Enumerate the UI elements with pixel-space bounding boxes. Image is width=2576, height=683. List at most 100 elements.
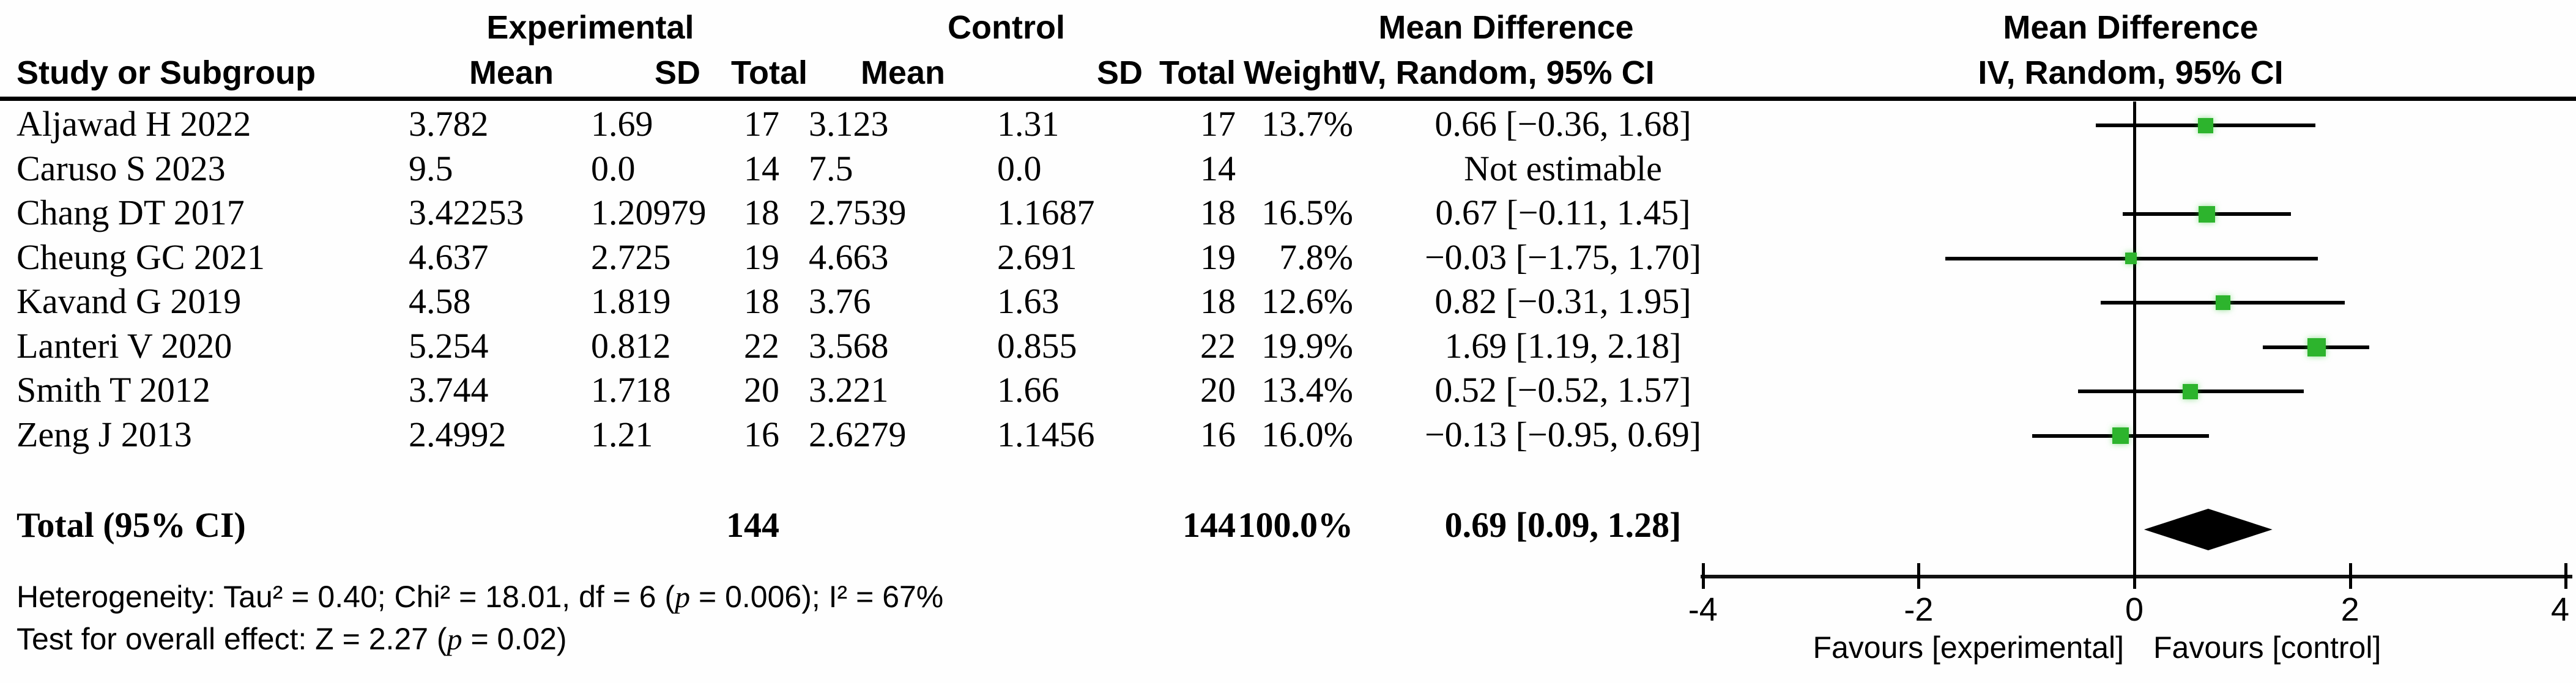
axis-tick bbox=[1917, 563, 1921, 589]
exp-sd: 1.20979 bbox=[591, 193, 707, 232]
ctl-mean: 3.221 bbox=[809, 370, 889, 410]
overall-effect-text-2: = 0.02) bbox=[462, 622, 567, 656]
weight: 13.4% bbox=[1261, 370, 1353, 410]
header-underline bbox=[0, 97, 2576, 101]
ctl-sd: 1.1456 bbox=[997, 414, 1095, 454]
ctl-total: 19 bbox=[1200, 237, 1236, 277]
ctl-mean: 7.5 bbox=[809, 148, 853, 188]
overall-effect-note: Test for overall effect: Z = 2.27 (p = 0… bbox=[17, 621, 567, 660]
exp-mean: 3.782 bbox=[409, 104, 489, 144]
ci-text: 0.82 [−0.31, 1.95] bbox=[1435, 281, 1691, 321]
study-row: Smith T 2012 3.744 1.718 20 3.221 1.66 20 13.4%… bbox=[0, 369, 1743, 413]
exp-total: 22 bbox=[744, 325, 779, 366]
ctl-mean: 2.6279 bbox=[809, 414, 907, 454]
exp-mean: 4.58 bbox=[409, 281, 471, 321]
header-exp-sd: SD bbox=[654, 54, 700, 91]
ctl-sd: 1.63 bbox=[997, 281, 1060, 321]
header-exp-mean: Mean bbox=[469, 54, 554, 91]
axis-tick bbox=[2133, 563, 2136, 589]
header-exp-total: Total bbox=[731, 54, 807, 91]
ctl-sd: 1.66 bbox=[997, 370, 1060, 410]
exp-mean: 4.637 bbox=[409, 237, 489, 277]
favours-control-label: Favours [control] bbox=[2153, 630, 2381, 665]
exp-total: 17 bbox=[744, 104, 779, 144]
ctl-sd: 1.31 bbox=[997, 104, 1060, 144]
header-group-mean-difference-plot: Mean Difference bbox=[2003, 9, 2259, 46]
exp-total: 18 bbox=[744, 193, 779, 232]
header-study: Study or Subgroup bbox=[17, 54, 316, 91]
axis-tick bbox=[2564, 563, 2568, 589]
axis-tick-label: 0 bbox=[2125, 591, 2144, 628]
effect-square bbox=[2198, 205, 2215, 223]
ctl-total: 18 bbox=[1200, 281, 1236, 321]
exp-mean: 3.42253 bbox=[409, 193, 524, 232]
study-name: Chang DT 2017 bbox=[17, 193, 245, 232]
study-row: Kavand G 2019 4.58 1.819 18 3.76 1.63 18 12.6% 0… bbox=[0, 281, 1743, 325]
effect-square bbox=[2197, 117, 2213, 133]
weight: 19.9% bbox=[1261, 325, 1353, 366]
axis-tick-label: 4 bbox=[2550, 591, 2570, 628]
ci-text: 0.67 [−0.11, 1.45] bbox=[1435, 193, 1691, 232]
ctl-sd: 2.691 bbox=[997, 237, 1077, 277]
exp-sd: 2.725 bbox=[591, 237, 671, 277]
total-label: Total (95% CI) bbox=[17, 505, 246, 545]
study-name: Kavand G 2019 bbox=[17, 281, 242, 321]
axis-tick-label: -2 bbox=[1904, 591, 1934, 628]
exp-mean: 3.744 bbox=[409, 370, 489, 410]
header-ctl-sd: SD bbox=[1096, 54, 1143, 91]
study-row: Aljawad H 2022 3.782 1.69 17 3.123 1.31 17 13.7… bbox=[0, 103, 1743, 147]
exp-total: 14 bbox=[744, 148, 779, 188]
exp-sd: 1.69 bbox=[591, 104, 653, 144]
zero-line bbox=[2133, 102, 2136, 577]
exp-sd: 1.21 bbox=[591, 414, 653, 454]
ci-text: −0.03 [−1.75, 1.70] bbox=[1424, 237, 1702, 277]
diamond-shape bbox=[2144, 509, 2273, 550]
header-method-plot: IV, Random, 95% CI bbox=[1978, 54, 2284, 91]
effect-square bbox=[2125, 253, 2137, 264]
ci-text: −0.13 [−0.95, 0.69] bbox=[1424, 414, 1702, 454]
ctl-mean: 2.7539 bbox=[809, 193, 907, 232]
ctl-total: 18 bbox=[1200, 193, 1236, 232]
weight: 12.6% bbox=[1261, 281, 1353, 321]
axis-line bbox=[1701, 575, 2572, 578]
study-row: Caruso S 2023 9.5 0.0 14 7.5 0.0 14 Not estimab… bbox=[0, 148, 1743, 192]
ctl-total: 16 bbox=[1200, 414, 1236, 454]
ci-text: 0.52 [−0.52, 1.57] bbox=[1435, 370, 1691, 410]
header-group-control: Control bbox=[948, 9, 1065, 46]
ci-text: 0.66 [−0.36, 1.68] bbox=[1435, 104, 1691, 144]
axis-tick bbox=[2348, 563, 2352, 589]
study-name: Smith T 2012 bbox=[17, 370, 210, 410]
weight: 16.5% bbox=[1261, 193, 1353, 232]
axis-tick-label: -4 bbox=[1688, 591, 1718, 628]
total-row: Total (95% CI) 144 144 100.0% 0.69 [0.09… bbox=[0, 504, 1743, 548]
study-name: Aljawad H 2022 bbox=[17, 104, 251, 144]
exp-sd: 1.819 bbox=[591, 281, 671, 321]
total-ci: 0.69 [0.09, 1.28] bbox=[1444, 505, 1682, 545]
study-name: Zeng J 2013 bbox=[17, 414, 192, 454]
study-row: Cheung GC 2021 4.637 2.725 19 4.663 2.691 19 7.… bbox=[0, 237, 1743, 281]
ctl-total: 20 bbox=[1200, 370, 1236, 410]
exp-sd: 1.718 bbox=[591, 370, 671, 410]
heterogeneity-p: p bbox=[675, 580, 691, 614]
overall-effect-text: Test for overall effect: Z = 2.27 ( bbox=[17, 622, 447, 656]
ctl-total: 22 bbox=[1200, 325, 1236, 366]
weight: 13.7% bbox=[1261, 104, 1353, 144]
study-row: Zeng J 2013 2.4992 1.21 16 2.6279 1.1456 16 16.… bbox=[0, 414, 1743, 458]
effect-square bbox=[2307, 338, 2326, 356]
total-exp-total: 144 bbox=[726, 505, 779, 545]
favours-experimental-label: Favours [experimental] bbox=[1813, 630, 2124, 665]
total-weight: 100.0% bbox=[1238, 505, 1354, 545]
ci-text: Not estimable bbox=[1464, 148, 1662, 188]
exp-total: 20 bbox=[744, 370, 779, 410]
header-method: IV, Random, 95% CI bbox=[1349, 54, 1655, 91]
header-ctl-mean: Mean bbox=[860, 54, 945, 91]
exp-mean: 9.5 bbox=[409, 148, 453, 188]
axis-tick bbox=[1701, 563, 1705, 589]
study-row: Lanteri V 2020 5.254 0.812 22 3.568 0.855 22 19… bbox=[0, 325, 1743, 369]
heterogeneity-note: Heterogeneity: Tau² = 0.40; Chi² = 18.01… bbox=[17, 579, 943, 618]
ctl-sd: 1.1687 bbox=[997, 193, 1095, 232]
effect-square bbox=[2112, 427, 2129, 444]
weight: 7.8% bbox=[1279, 237, 1353, 277]
ci-text: 1.69 [1.19, 2.18] bbox=[1444, 325, 1682, 366]
